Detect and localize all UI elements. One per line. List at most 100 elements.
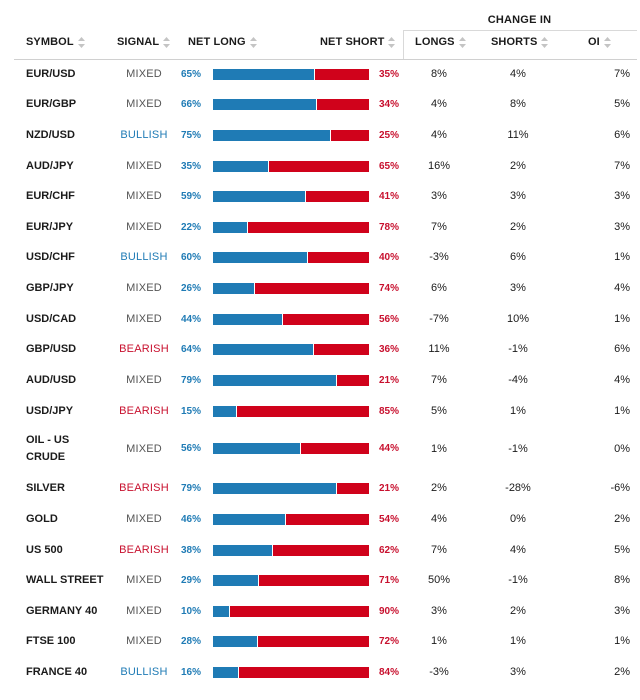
net-long-cell: 79% xyxy=(180,482,201,494)
table-row[interactable]: AUD/JPY MIXED 35% 65% 16% 2% 7% xyxy=(0,151,640,181)
longs-header-label: LONGS xyxy=(415,36,455,48)
oi-change-cell: 3% xyxy=(614,605,630,617)
net-long-cell: 66% xyxy=(180,98,201,110)
signal-cell: MIXED xyxy=(126,98,162,110)
table-row[interactable]: USD/CHF BULLISH 60% 40% -3% 6% 1% xyxy=(0,242,640,272)
longs-change-cell: 3% xyxy=(431,605,447,617)
net-short-bar xyxy=(307,251,369,263)
shorts-change-cell: 1% xyxy=(510,635,526,647)
sentiment-bar-cell xyxy=(213,365,369,395)
shorts-change-cell: 6% xyxy=(510,251,526,263)
net-long-header-label: NET LONG xyxy=(188,36,246,48)
signal-cell: MIXED xyxy=(126,313,162,325)
oi-change-cell: 6% xyxy=(614,129,630,141)
symbol-cell: GOLD xyxy=(26,512,58,525)
signal-cell: MIXED xyxy=(126,282,162,294)
longs-change-cell: -7% xyxy=(429,313,449,325)
shorts-change-cell: 8% xyxy=(510,98,526,110)
symbol-cell: FRANCE 40 xyxy=(26,665,88,678)
signal-cell: MIXED xyxy=(126,635,162,647)
symbol-cell: OIL - US CRUDE xyxy=(26,433,70,463)
net-short-column-header[interactable]: NET SHORT xyxy=(320,36,396,48)
longs-change-cell: 7% xyxy=(431,221,447,233)
symbol-column-header[interactable]: SYMBOL xyxy=(26,36,85,48)
symbol-cell: EUR/GBP xyxy=(26,97,77,110)
shorts-change-cell: 2% xyxy=(510,605,526,617)
net-long-cell: 35% xyxy=(180,160,201,172)
net-long-cell: 22% xyxy=(180,221,201,233)
net-short-bar xyxy=(337,374,369,386)
shorts-change-cell: 3% xyxy=(510,190,526,202)
net-long-cell: 10% xyxy=(180,605,201,617)
longs-change-cell: 2% xyxy=(431,482,447,494)
table-row[interactable]: EUR/JPY MIXED 22% 78% 7% 2% 3% xyxy=(0,212,640,242)
sentiment-bar-cell xyxy=(213,596,369,626)
table-row[interactable]: OIL - US CRUDE MIXED 56% 44% 1% -1% 0% xyxy=(0,427,640,470)
net-short-bar xyxy=(316,98,369,110)
net-short-bar xyxy=(306,190,369,202)
sort-icon xyxy=(77,36,85,48)
net-long-column-header[interactable]: NET LONG xyxy=(188,36,257,48)
net-short-cell: 41% xyxy=(378,190,399,202)
table-row[interactable]: GBP/JPY MIXED 26% 74% 6% 3% 4% xyxy=(0,273,640,303)
oi-change-cell: 0% xyxy=(614,442,630,455)
table-row[interactable]: NZD/USD BULLISH 75% 25% 4% 11% 6% xyxy=(0,120,640,150)
oi-header-label: OI xyxy=(588,36,600,48)
sentiment-bar-cell xyxy=(213,120,369,150)
table-row[interactable]: WALL STREET MIXED 29% 71% 50% -1% 8% xyxy=(0,565,640,595)
shorts-change-cell: -28% xyxy=(505,482,531,494)
signal-column-header[interactable]: SIGNAL xyxy=(117,36,171,48)
sentiment-bar-cell xyxy=(213,304,369,334)
sentiment-bar xyxy=(213,405,369,417)
net-long-cell: 56% xyxy=(180,443,201,454)
oi-change-cell: -6% xyxy=(610,482,630,494)
net-long-bar xyxy=(213,374,337,386)
table-row[interactable]: GOLD MIXED 46% 54% 4% 0% 2% xyxy=(0,504,640,534)
sort-icon xyxy=(163,36,171,48)
oi-column-header[interactable]: OI xyxy=(588,36,611,48)
signal-cell: MIXED xyxy=(126,574,162,586)
table-row[interactable]: SILVER BEARISH 79% 21% 2% -28% -6% xyxy=(0,473,640,503)
signal-cell: BEARISH xyxy=(119,343,169,355)
net-short-cell: 62% xyxy=(378,544,399,556)
oi-change-cell: 1% xyxy=(614,251,630,263)
table-row[interactable]: GBP/USD BEARISH 64% 36% 11% -1% 6% xyxy=(0,334,640,364)
symbol-cell: WALL STREET xyxy=(26,573,104,586)
oi-change-cell: 4% xyxy=(614,374,630,386)
signal-cell: BULLISH xyxy=(120,129,168,141)
change-in-left-divider xyxy=(403,30,404,60)
signal-cell: MIXED xyxy=(126,605,162,617)
net-long-bar xyxy=(213,190,306,202)
net-short-bar xyxy=(273,544,369,556)
sentiment-bar xyxy=(213,190,369,202)
table-row[interactable]: USD/CAD MIXED 44% 56% -7% 10% 1% xyxy=(0,304,640,334)
oi-change-cell: 3% xyxy=(614,221,630,233)
net-long-cell: 60% xyxy=(180,251,201,263)
table-row[interactable]: AUD/USD MIXED 79% 21% 7% -4% 4% xyxy=(0,365,640,395)
table-row[interactable]: EUR/CHF MIXED 59% 41% 3% 3% 3% xyxy=(0,181,640,211)
sentiment-bar-cell xyxy=(213,657,369,687)
table-row[interactable]: USD/JPY BEARISH 15% 85% 5% 1% 1% xyxy=(0,396,640,426)
symbol-cell: US 500 xyxy=(26,543,63,556)
longs-column-header[interactable]: LONGS xyxy=(415,36,466,48)
net-short-bar xyxy=(285,513,369,525)
net-long-bar xyxy=(213,68,315,80)
signal-cell: BULLISH xyxy=(120,666,168,678)
net-long-bar xyxy=(213,635,257,647)
oi-change-cell: 5% xyxy=(614,98,630,110)
sentiment-bar xyxy=(213,374,369,386)
oi-change-cell: 2% xyxy=(614,666,630,678)
sentiment-bar xyxy=(213,343,369,355)
table-row[interactable]: EUR/GBP MIXED 66% 34% 4% 8% 5% xyxy=(0,89,640,119)
table-row[interactable]: US 500 BEARISH 38% 62% 7% 4% 5% xyxy=(0,535,640,565)
net-short-bar xyxy=(259,574,369,586)
net-short-cell: 34% xyxy=(378,98,399,110)
net-short-cell: 21% xyxy=(378,482,399,494)
table-row[interactable]: GERMANY 40 MIXED 10% 90% 3% 2% 3% xyxy=(0,596,640,626)
longs-change-cell: 1% xyxy=(431,635,447,647)
net-long-cell: 46% xyxy=(180,513,201,525)
table-row[interactable]: FTSE 100 MIXED 28% 72% 1% 1% 1% xyxy=(0,626,640,656)
table-row[interactable]: EUR/USD MIXED 65% 35% 8% 4% 7% xyxy=(0,59,640,89)
table-row[interactable]: FRANCE 40 BULLISH 16% 84% -3% 3% 2% xyxy=(0,657,640,687)
shorts-column-header[interactable]: SHORTS xyxy=(491,36,549,48)
